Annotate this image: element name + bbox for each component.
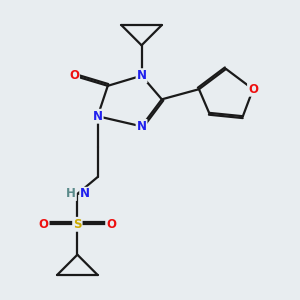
- Text: O: O: [39, 218, 49, 231]
- Text: N: N: [136, 69, 147, 82]
- Text: N: N: [93, 110, 103, 123]
- Text: O: O: [248, 83, 258, 96]
- Text: O: O: [69, 69, 79, 82]
- Text: N: N: [136, 120, 147, 133]
- Text: N: N: [80, 188, 90, 200]
- Text: O: O: [106, 218, 116, 231]
- Text: S: S: [73, 218, 82, 231]
- Text: H: H: [66, 188, 76, 200]
